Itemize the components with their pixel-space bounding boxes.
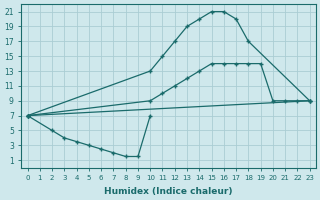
X-axis label: Humidex (Indice chaleur): Humidex (Indice chaleur): [104, 187, 233, 196]
